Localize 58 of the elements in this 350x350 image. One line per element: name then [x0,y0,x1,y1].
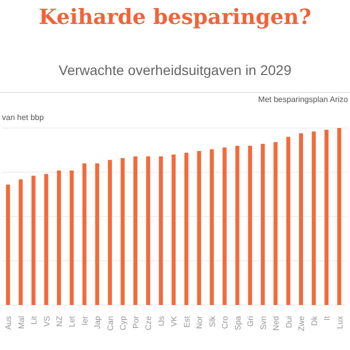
x-tick-label: Can [106,316,115,331]
bar [133,156,138,305]
bar [324,130,329,305]
x-tick-label: Aus [4,316,14,330]
bar [120,158,125,305]
bar [70,170,74,305]
bar [172,154,176,305]
x-tick-label: Cro [220,315,230,329]
bar [299,133,304,305]
x-tick-label: Ier [80,316,90,326]
x-tick-label: Cyp [118,315,128,330]
x-tick-label: Dk [310,315,319,326]
bar [95,163,100,305]
bar [248,146,252,305]
bar [210,149,214,305]
x-tick-label: Ned [272,316,281,331]
x-tick-label: Por [131,316,140,328]
x-tick-label: Jap [93,315,102,329]
bar [146,156,150,305]
x-tick-label: Spa [233,315,242,330]
x-tick-label: NZ [55,316,64,327]
bar [222,147,227,305]
bar [158,156,163,305]
bar [31,176,36,305]
x-tick-label: Gri [246,316,256,327]
bar [82,163,86,305]
bar [108,160,112,305]
chart-subtitle: Verwachte overheidsuitgaven in 2029 [58,62,292,78]
chart-title: Keiharde besparingen? [38,4,312,29]
bar [44,174,48,305]
x-tick-label: Slk [208,315,217,328]
x-tick-label: Lit [30,315,39,324]
bar [184,152,188,305]
text: Met besparingsplan Arizo [258,95,348,104]
bar [260,144,265,305]
bar [235,146,240,305]
x-tick-label: Cze [144,315,154,330]
x-tick-label: Lux [335,316,344,329]
x-tick-label: Mal [16,316,26,329]
x-tick-label: It [322,315,332,320]
x-tick-label: Dui [284,316,294,328]
x-tick-label: VK [170,315,179,327]
x-tick-label: Zwe [297,315,306,332]
y-axis-title: van het bbp [2,113,44,122]
x-tick-label: Svn [258,316,268,330]
bar [56,170,61,305]
bar [197,151,202,305]
x-tick-label: Est [182,315,192,328]
x-tick-label: IJs [156,316,166,326]
x-tick-label: VS [42,316,52,327]
bar [286,136,290,305]
bar [18,179,23,305]
x-tick-label: Let [68,315,77,328]
bar [337,128,342,305]
bar [274,142,278,305]
bar [6,184,10,305]
bar [312,132,316,305]
x-tick-label: Nor [195,316,204,329]
